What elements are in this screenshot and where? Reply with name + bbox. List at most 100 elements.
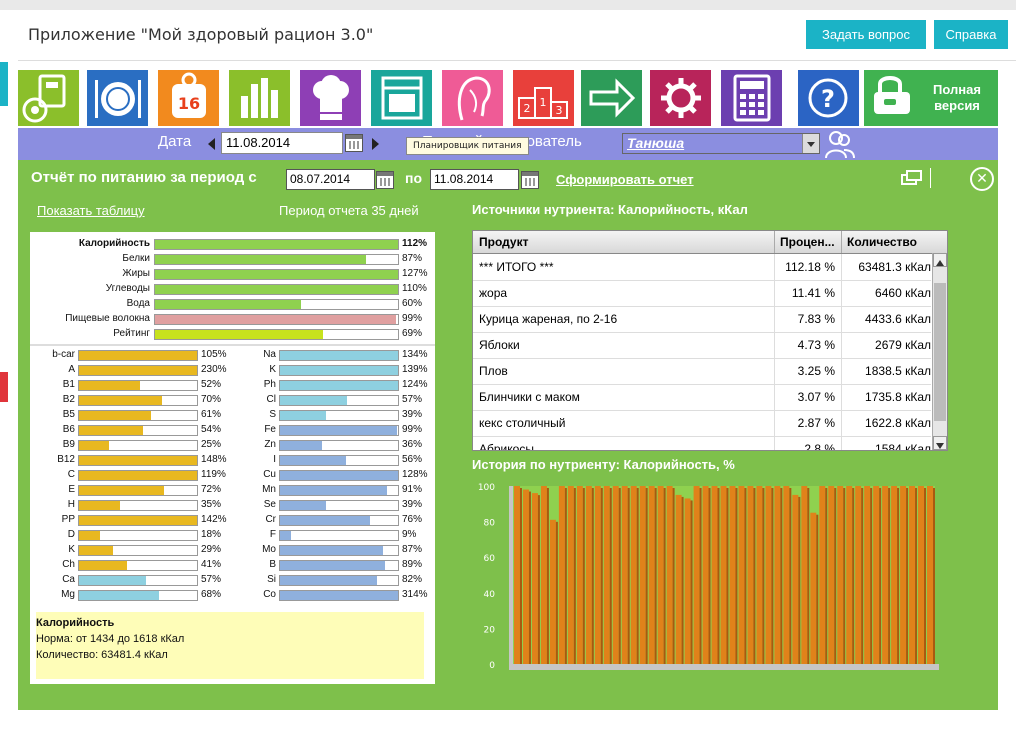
scale-tape-icon[interactable]	[18, 70, 79, 126]
scrollbar[interactable]	[932, 253, 947, 450]
nutrient-row[interactable]: K 139%	[30, 363, 435, 377]
nutrient-row[interactable]: Ph 124%	[30, 378, 435, 392]
scroll-down-icon[interactable]	[933, 436, 947, 450]
nutrient-row[interactable]: Mg 68%	[30, 588, 435, 602]
nutrient-row[interactable]: Mn 91%	[30, 483, 435, 497]
calendar-icon[interactable]	[376, 171, 394, 189]
oven-icon[interactable]	[371, 70, 432, 126]
nutrient-name: B6	[62, 424, 75, 435]
svg-text:2: 2	[524, 102, 531, 115]
nutrient-name: Cu	[263, 469, 276, 480]
nutrient-row[interactable]: B6 54%	[30, 423, 435, 437]
nutrient-track	[78, 545, 198, 556]
lock-icon	[874, 76, 910, 114]
nutrient-row[interactable]: H 35%	[30, 498, 435, 512]
nutrient-row[interactable]: Жиры 127%	[30, 267, 435, 281]
nutrient-row[interactable]: S 39%	[30, 408, 435, 422]
nutrient-row[interactable]: B12 148%	[30, 453, 435, 467]
nutrient-row[interactable]: Cl 57%	[30, 393, 435, 407]
help-icon[interactable]: ?	[798, 70, 859, 126]
nutrient-row[interactable]: Углеводы 110%	[30, 282, 435, 296]
nutrient-row[interactable]: PP 142%	[30, 513, 435, 527]
table-cell: 7.83 %	[774, 306, 842, 332]
nutrient-row[interactable]: B2 70%	[30, 393, 435, 407]
date-input[interactable]: 11.08.2014	[221, 132, 343, 154]
restore-window-icon[interactable]	[900, 169, 924, 187]
woman-face-icon[interactable]	[442, 70, 503, 126]
nutrient-row[interactable]: Zn 36%	[30, 438, 435, 452]
nutrient-row[interactable]: I 56%	[30, 453, 435, 467]
nutrient-track	[279, 365, 399, 376]
table-row[interactable]: *** ИТОГО *** 112.18 % 63481.3 кКал	[473, 254, 931, 281]
column-header-product[interactable]: Продукт	[473, 231, 775, 253]
history-chart: 0 20 40 60 80 100	[478, 483, 939, 671]
nutrient-row[interactable]: C 119%	[30, 468, 435, 482]
column-header-percent[interactable]: Процен...	[774, 231, 842, 253]
weight-16-icon[interactable]: 16	[158, 70, 219, 126]
table-row[interactable]: Курица жареная, по 2-16 7.83 % 4433.6 кКал	[473, 306, 931, 333]
nutrient-row[interactable]: E 72%	[30, 483, 435, 497]
full-version-button[interactable]: Полная версия	[864, 70, 998, 126]
calculator-icon[interactable]	[721, 70, 782, 126]
ask-question-button[interactable]: Задать вопрос	[806, 20, 926, 49]
to-date-input[interactable]: 11.08.2014	[430, 169, 519, 190]
nutrient-track	[78, 395, 198, 406]
nutrient-row[interactable]: B9 25%	[30, 438, 435, 452]
table-row[interactable]: Абрикосы 2.8 % 1584 кКал	[473, 436, 931, 450]
nutrient-track	[279, 530, 399, 541]
help-button[interactable]: Справка	[934, 20, 1008, 49]
nutrient-row[interactable]: Fe 99%	[30, 423, 435, 437]
plate-cutlery-icon[interactable]	[87, 70, 148, 126]
users-icon[interactable]	[822, 128, 858, 160]
nutrient-row[interactable]: Co 314%	[30, 588, 435, 602]
nutrient-row[interactable]: Вода 60%	[30, 297, 435, 311]
bar-shadow	[672, 488, 675, 664]
table-row[interactable]: Блинчики с маком 3.07 % 1735.8 кКал	[473, 384, 931, 411]
chef-hat-icon[interactable]	[300, 70, 361, 126]
calendar-icon[interactable]	[521, 171, 539, 189]
table-row[interactable]: Плов 3.25 % 1838.5 кКал	[473, 358, 931, 385]
nutrient-row[interactable]: b-car 105%	[30, 348, 435, 362]
nutrient-row[interactable]: K 29%	[30, 543, 435, 557]
generate-report-link[interactable]: Сформировать отчет	[556, 172, 694, 187]
nutrient-row[interactable]: B 89%	[30, 558, 435, 572]
nutrient-row[interactable]: D 18%	[30, 528, 435, 542]
nutrient-fill	[280, 486, 388, 495]
sources-table: Продукт Процен... Количество *** ИТОГО *…	[472, 230, 948, 451]
table-row[interactable]: кекс столичный 2.87 % 1622.8 кКал	[473, 410, 931, 437]
show-table-link[interactable]: Показать таблицу	[37, 203, 145, 218]
calendar-icon[interactable]	[345, 134, 363, 152]
chevron-down-icon[interactable]	[802, 134, 819, 153]
nutrient-row[interactable]: Ch 41%	[30, 558, 435, 572]
next-date-icon[interactable]	[372, 138, 379, 150]
nutrient-row[interactable]: A 230%	[30, 363, 435, 377]
close-icon[interactable]: ✕	[970, 167, 994, 191]
nutrient-row[interactable]: Пищевые волокна 99%	[30, 312, 435, 326]
nutrient-row[interactable]: Белки 87%	[30, 252, 435, 266]
bar	[594, 486, 601, 664]
prev-date-icon[interactable]	[208, 138, 215, 150]
user-select[interactable]: Танюша	[622, 133, 820, 154]
nutrient-row[interactable]: Cu 128%	[30, 468, 435, 482]
table-row[interactable]: жора 11.41 % 6460 кКал	[473, 280, 931, 307]
nutrient-row[interactable]: B5 61%	[30, 408, 435, 422]
nutrient-row[interactable]: Cr 76%	[30, 513, 435, 527]
nutrient-row[interactable]: F 9%	[30, 528, 435, 542]
scroll-thumb[interactable]	[934, 283, 946, 421]
column-header-amount[interactable]: Количество	[847, 235, 917, 249]
nutrient-row[interactable]: Mo 87%	[30, 543, 435, 557]
from-date-input[interactable]: 08.07.2014	[286, 169, 375, 190]
nutrient-row[interactable]: Si 82%	[30, 573, 435, 587]
nutrient-row[interactable]: Na 134%	[30, 348, 435, 362]
table-row[interactable]: Яблоки 4.73 % 2679 кКал	[473, 332, 931, 359]
arrow-right-icon[interactable]	[581, 70, 642, 126]
nutrient-row[interactable]: Se 39%	[30, 498, 435, 512]
scroll-up-icon[interactable]	[933, 253, 947, 267]
nutrient-row[interactable]: Ca 57%	[30, 573, 435, 587]
bar-chart-icon[interactable]	[229, 70, 290, 126]
nutrient-row[interactable]: Рейтинг 69%	[30, 327, 435, 341]
nutrient-row[interactable]: B1 52%	[30, 378, 435, 392]
gear-icon[interactable]	[650, 70, 711, 126]
nutrient-row[interactable]: Калорийность 112%	[30, 237, 435, 251]
